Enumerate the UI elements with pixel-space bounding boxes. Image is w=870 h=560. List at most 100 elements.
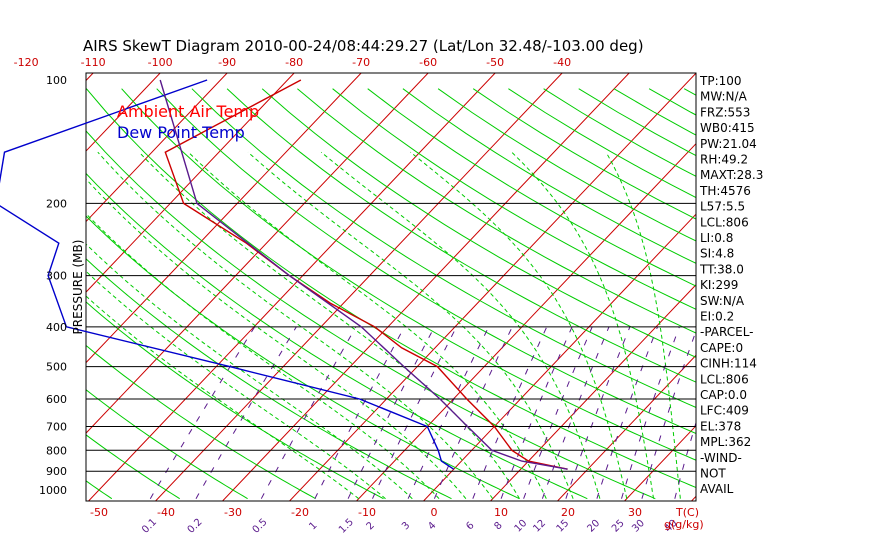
isotherm-line — [759, 73, 870, 501]
index-entry: KI:299 — [700, 278, 738, 292]
dry-adiabat-line — [86, 88, 696, 489]
moist-adiabat-line — [97, 151, 494, 499]
mixing-ratio-line — [523, 326, 593, 499]
isotherm-line — [86, 73, 362, 364]
isotherm-line — [86, 73, 429, 434]
top-temp-tick-label: -110 — [81, 56, 106, 69]
dry-adiabat-line — [402, 88, 696, 264]
top-temp-tick-label: -80 — [285, 56, 303, 69]
mixing-ratio-label: 0.2 — [186, 517, 205, 536]
bottom-temp-tick-label: -40 — [157, 506, 175, 519]
index-entry: NOT — [700, 467, 726, 481]
dry-adiabat-line — [86, 344, 316, 500]
top-temp-tick-label: -40 — [553, 56, 571, 69]
bottom-temp-tick-label: 30 — [628, 506, 642, 519]
mixing-ratio-label: 30 — [630, 518, 647, 535]
mixing-ratio-label: 20 — [585, 518, 602, 535]
mixing-ratio-line — [314, 326, 405, 499]
index-entry: LCL:806 — [700, 372, 749, 386]
index-entry: SI:4.8 — [700, 247, 734, 261]
index-entry: TH:4576 — [699, 184, 751, 198]
moist-adiabat-line — [86, 213, 440, 500]
pressure-tick-label: 500 — [46, 361, 67, 374]
isotherm-line — [86, 73, 295, 293]
dry-adiabat-line — [648, 88, 696, 116]
mixing-ratio-label: 1 — [307, 520, 319, 532]
isobar-lines — [86, 202, 696, 472]
y-axis-label: PRESSURE (MB) — [71, 240, 85, 335]
pressure-tick-label: 600 — [46, 393, 67, 406]
moist-adiabat-line — [86, 178, 467, 500]
top-temp-tick-label: -50 — [486, 56, 504, 69]
index-entry: PW:21.04 — [700, 137, 757, 151]
mixing-ratio-line — [641, 329, 696, 499]
dry-adiabat-line — [472, 88, 696, 220]
mixing-ratio-label: 12 — [531, 518, 548, 535]
pressure-tick-label: 100 — [46, 74, 67, 87]
dry-adiabat-line — [191, 88, 696, 408]
dry-adiabat-line — [755, 89, 870, 499]
mixing-ratio-label: 10 — [513, 518, 530, 535]
dry-adiabat-line — [226, 88, 696, 383]
dry-adiabat-line — [156, 88, 696, 435]
plot-frame — [85, 72, 697, 502]
top-temp-tick-label: -60 — [419, 56, 437, 69]
profile-lines — [0, 79, 568, 470]
isotherm-line — [356, 142, 696, 501]
mixing-ratio-line — [674, 420, 696, 499]
ambient-air-temp-line — [164, 79, 568, 470]
index-entry: LFC:409 — [700, 404, 749, 418]
moist-adiabat-line — [138, 151, 520, 499]
index-entry: FRZ:553 — [700, 105, 750, 119]
mixing-ratio-unit: g(g/kg) — [664, 518, 704, 531]
index-entry: TP:100 — [699, 74, 742, 88]
bottom-temp-tick-label: 20 — [561, 506, 575, 519]
mixing-ratio-line — [565, 326, 631, 499]
bottom-temp-tick-label: 0 — [431, 506, 438, 519]
mixing-ratio-line — [621, 326, 680, 499]
index-entry: MPL:362 — [700, 435, 751, 449]
isotherm-line — [826, 73, 870, 501]
index-entry: WB0:415 — [700, 121, 755, 135]
isotherm-line — [0, 73, 26, 501]
mixing-ratio-label: 8 — [493, 520, 505, 532]
index-entry: AVAIL — [700, 482, 734, 496]
isotherm-line — [222, 73, 630, 501]
bottom-temp-tick-label: 10 — [494, 506, 508, 519]
bottom-temp-tick-label: -20 — [291, 506, 309, 519]
index-entry: TT:38.0 — [699, 262, 744, 276]
mixing-ratio-line — [149, 326, 256, 499]
mixing-ratio-line — [541, 326, 610, 499]
index-entry: MAXT:28.3 — [700, 168, 763, 182]
legend-ambient-air-temp: Ambient Air Temp — [117, 102, 259, 121]
moist-adiabat-line — [188, 151, 547, 499]
isotherm-line — [423, 213, 696, 501]
index-entry: LI:0.8 — [700, 231, 733, 245]
dry-adiabat-line — [86, 301, 384, 500]
chart-title: AIRS SkewT Diagram 2010-00-24/08:44:29.2… — [83, 37, 644, 55]
top-temp-tick-label: -100 — [148, 56, 173, 69]
index-entry: LCL:806 — [700, 215, 749, 229]
pressure-tick-label: 900 — [46, 465, 67, 478]
dry-adiabat-line — [332, 88, 696, 310]
mixing-ratio-label: 0.5 — [251, 517, 270, 536]
pressure-tick-label: 200 — [46, 197, 67, 210]
mixing-ratio-label: 4 — [426, 520, 438, 532]
index-entry: -WIND- — [700, 451, 742, 465]
pressure-tick-label: 400 — [46, 321, 67, 334]
dry-adiabat-line — [121, 88, 696, 461]
index-entry: CINH:114 — [700, 357, 757, 371]
index-entry: L57:5.5 — [700, 200, 745, 214]
dry-adiabat-lines — [86, 88, 870, 500]
mixing-ratio-line — [596, 326, 658, 499]
dry-adiabat-line — [790, 89, 870, 499]
bottom-temp-tick-label: -50 — [90, 506, 108, 519]
mixing-ratio-label: 6 — [464, 520, 476, 532]
isotherm-line — [624, 425, 696, 501]
dry-adiabat-line — [367, 88, 696, 287]
dew-point-temp-line — [0, 79, 455, 470]
legend-dew-point-temp: Dew Point Temp — [117, 123, 245, 142]
index-entry: -PARCEL- — [700, 325, 754, 339]
dry-adiabat-line — [86, 434, 180, 500]
